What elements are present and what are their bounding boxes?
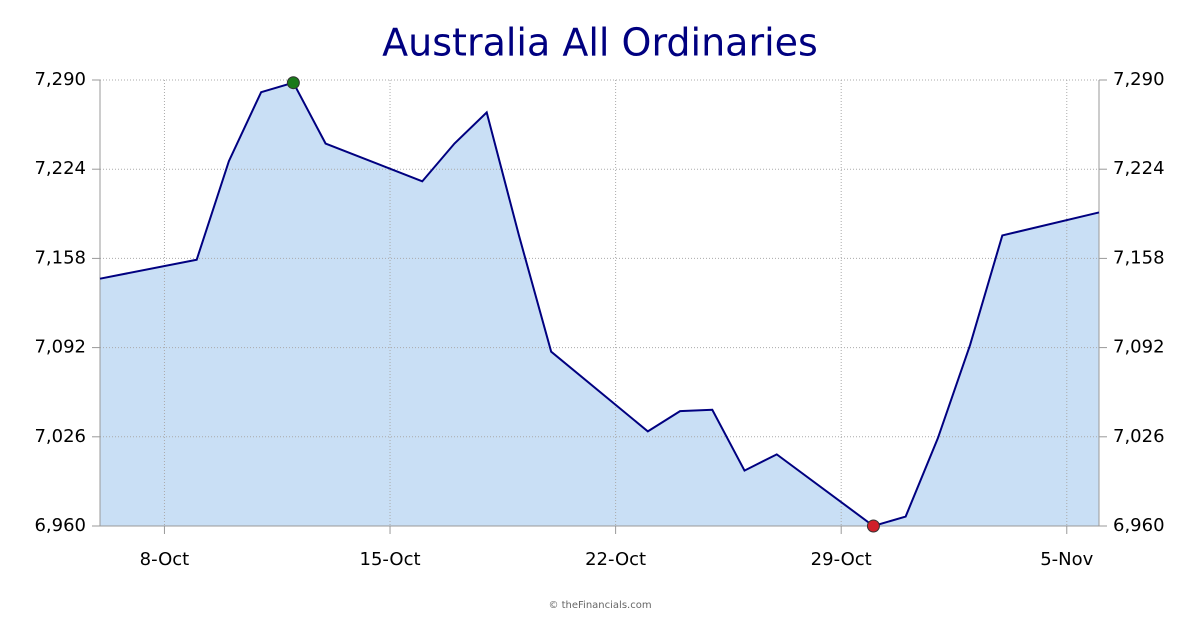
y-tick-label: 7,026 — [34, 426, 86, 447]
x-tick-label: 22-Oct — [585, 549, 646, 570]
y-tick-label-right: 6,960 — [1113, 515, 1165, 536]
chart-title: Australia All Ordinaries — [382, 21, 818, 65]
y-tick-label: 7,290 — [34, 69, 86, 90]
x-tick-label: 5-Nov — [1040, 549, 1093, 570]
x-tick-label: 29-Oct — [811, 549, 872, 570]
y-tick-label: 7,224 — [34, 158, 86, 179]
x-tick-label: 15-Oct — [360, 549, 421, 570]
y-tick-label: 6,960 — [34, 515, 86, 536]
y-tick-label-right: 7,026 — [1113, 426, 1165, 447]
y-tick-label-right: 7,224 — [1113, 158, 1165, 179]
y-tick-label-right: 7,158 — [1113, 247, 1165, 268]
low-marker — [866, 519, 880, 533]
y-tick-label-right: 7,092 — [1113, 337, 1165, 358]
area — [100, 82, 1099, 526]
y-tick-label: 7,092 — [34, 337, 86, 358]
y-tick-label-right: 7,290 — [1113, 69, 1165, 90]
high-marker — [286, 76, 300, 90]
line — [99, 81, 1100, 528]
source-note: © theFinancials.com — [548, 600, 651, 611]
x-tick-label: 8-Oct — [140, 549, 190, 570]
y-tick-label: 7,158 — [34, 247, 86, 268]
